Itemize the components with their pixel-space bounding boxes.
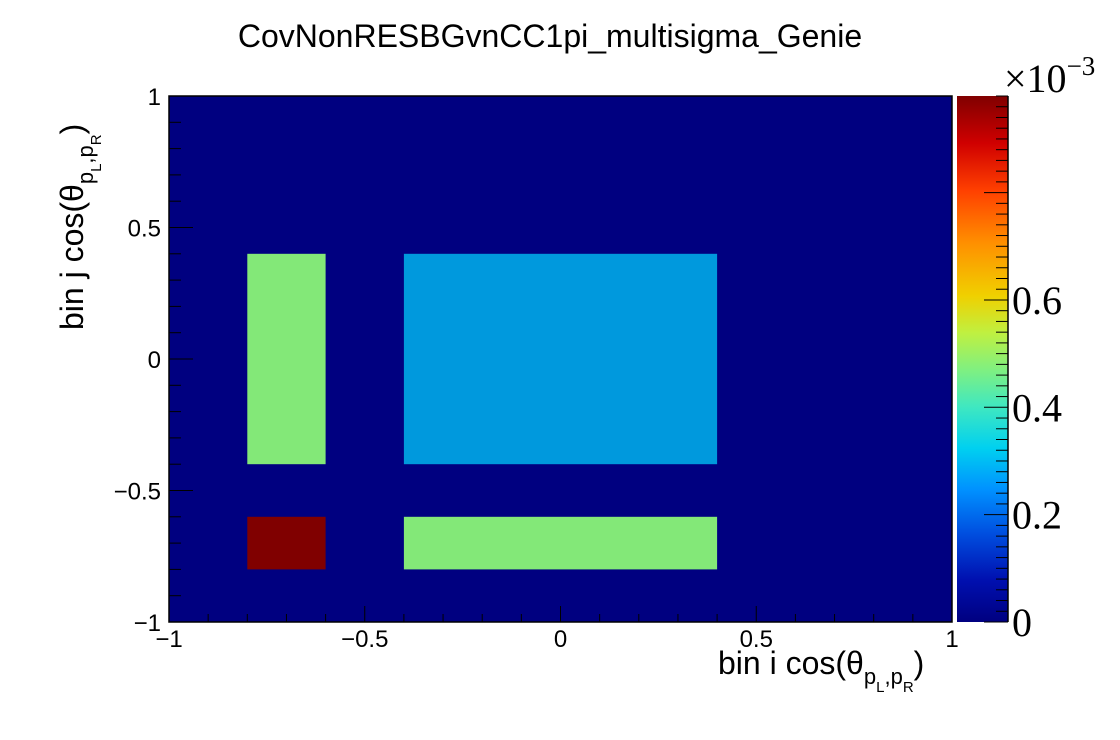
heatmap-cell-0 <box>247 253 326 465</box>
y-tick-label: 1 <box>148 84 161 111</box>
x-axis-label: bin i cos(θpL,pR) <box>718 645 924 696</box>
colorbar-tick-label: 0.6 <box>1012 278 1062 323</box>
x-tick-label: 1 <box>945 626 958 653</box>
colorbar-tick-label: 0.2 <box>1012 493 1062 538</box>
y-tick-label: −1 <box>134 610 161 637</box>
heatmap-cell-1 <box>403 253 718 465</box>
colorbar <box>957 96 1008 622</box>
chart-title: CovNonRESBGvnCC1pi_multisigma_Genie <box>238 18 862 54</box>
y-tick-label: 0.5 <box>128 216 161 243</box>
colorbar-ticks: 0 0.2 0.4 0.6 <box>984 95 1062 645</box>
heatmap-cell-3 <box>403 516 718 570</box>
colorbar-exponent: ×10−3 <box>1004 51 1095 101</box>
heatmap-cell-2 <box>247 516 326 570</box>
x-tick-label: 0 <box>554 626 567 653</box>
colorbar-tick-label: 0 <box>1012 600 1032 645</box>
axis-ticks: −1 −0.5 0 0.5 1 −1 −0.5 0 0.5 1 <box>114 84 959 653</box>
y-axis-label: bin j cos(θpL,pR) <box>54 124 105 330</box>
x-tick-label: −0.5 <box>341 626 388 653</box>
y-tick-label: −0.5 <box>114 479 161 506</box>
y-tick-label: 0 <box>148 347 161 374</box>
x-tick-label: −1 <box>155 626 182 653</box>
x-tick-label: 0.5 <box>740 626 773 653</box>
colorbar-tick-label: 0.4 <box>1012 385 1062 430</box>
heatmap-cells <box>247 253 718 570</box>
